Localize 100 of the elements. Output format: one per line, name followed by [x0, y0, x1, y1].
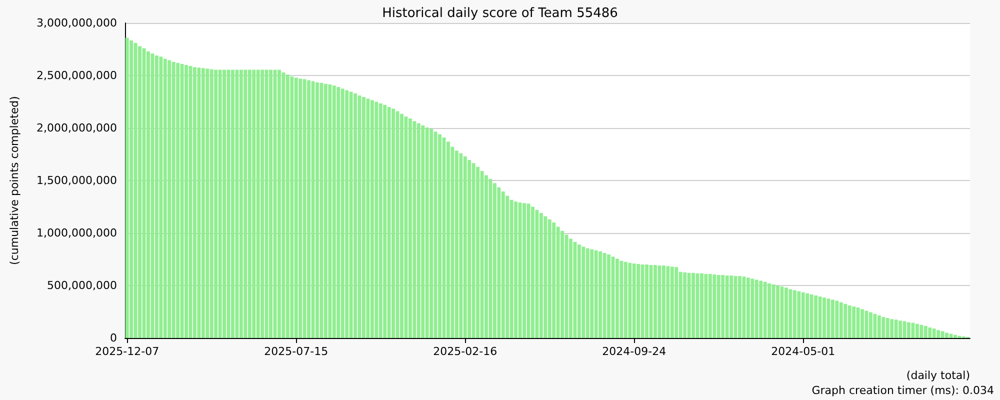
bar: [370, 100, 374, 338]
x-tick-label: 2024-09-24: [602, 345, 666, 358]
bar: [636, 264, 640, 338]
bar: [506, 196, 510, 338]
bar: [421, 125, 425, 338]
bar: [844, 304, 848, 338]
bar: [577, 244, 581, 338]
bar: [683, 272, 687, 338]
bar: [218, 70, 222, 338]
bar: [632, 263, 636, 338]
bar: [776, 286, 780, 338]
bar: [704, 274, 708, 338]
bar: [192, 67, 196, 338]
bar: [569, 238, 572, 338]
bar: [586, 248, 590, 338]
bar: [801, 292, 805, 338]
bar: [674, 267, 678, 338]
bar: [345, 90, 349, 338]
bar: [792, 290, 796, 338]
bar: [518, 202, 522, 338]
bar: [172, 62, 176, 338]
bar: [146, 51, 150, 338]
bar: [366, 98, 370, 338]
bar: [336, 87, 340, 338]
bar: [590, 249, 594, 338]
bar: [328, 84, 332, 338]
bar: [730, 276, 734, 338]
bar: [248, 70, 252, 338]
bar: [894, 320, 898, 338]
bar: [404, 116, 408, 338]
bar: [708, 274, 712, 338]
bar: [936, 330, 940, 338]
x-tick-label: 2025-12-07: [95, 345, 160, 358]
bar: [484, 175, 488, 338]
bar: [400, 114, 404, 338]
bar: [890, 319, 894, 338]
bar: [298, 78, 302, 338]
bar: [826, 298, 830, 338]
bar: [666, 266, 670, 338]
bar: [582, 246, 586, 338]
bar: [235, 70, 239, 338]
bar: [168, 60, 172, 338]
bar: [712, 274, 716, 338]
bar: [307, 80, 311, 338]
text: Graph creation timer (ms): 0.034: [812, 384, 994, 397]
bar: [383, 104, 387, 338]
bar: [252, 70, 256, 338]
bar: [269, 70, 272, 338]
bar: [940, 331, 944, 338]
bar: [332, 85, 336, 338]
bar: [446, 142, 450, 338]
bar: [877, 315, 881, 338]
bar: [645, 264, 649, 338]
bar: [514, 202, 518, 338]
bar: [607, 254, 610, 338]
bar: [354, 93, 357, 338]
bar: [768, 283, 772, 338]
bar: [434, 132, 438, 338]
bar: [654, 265, 657, 338]
bar: [700, 273, 704, 338]
bar: [290, 76, 294, 338]
bar: [535, 210, 539, 338]
bar: [882, 317, 886, 338]
bar: [416, 123, 420, 338]
bar: [277, 70, 281, 338]
bar: [138, 46, 142, 338]
bar: [468, 160, 472, 338]
bar: [670, 266, 674, 338]
bar: [134, 42, 138, 338]
bar: [340, 88, 344, 338]
bar: [560, 230, 564, 338]
bar: [852, 306, 856, 338]
bar: [492, 183, 496, 338]
bar: [759, 280, 763, 338]
bar: [860, 309, 864, 338]
bar: [920, 324, 924, 338]
bar: [454, 150, 458, 338]
bar: [392, 108, 396, 338]
bar: [856, 308, 860, 338]
bar: [530, 206, 534, 338]
bar: [573, 242, 577, 338]
y-tick-label: 0: [110, 332, 117, 344]
bar: [239, 70, 243, 338]
y-tick-label: 2,500,000,000: [36, 69, 117, 82]
x-axis-title: (daily total): [906, 369, 970, 382]
bar: [197, 68, 201, 338]
bar: [425, 127, 429, 338]
bar: [459, 153, 463, 338]
bar: [320, 82, 324, 338]
bar: [835, 300, 839, 338]
bar: [928, 328, 932, 338]
bar: [256, 70, 260, 338]
x-tick-label: 2025-07-15: [264, 345, 328, 358]
bar: [472, 163, 476, 338]
bar: [628, 262, 632, 338]
bar: [556, 226, 560, 338]
bar: [898, 320, 902, 338]
bar: [349, 92, 353, 338]
bar: [374, 102, 378, 338]
bar: [822, 298, 826, 338]
